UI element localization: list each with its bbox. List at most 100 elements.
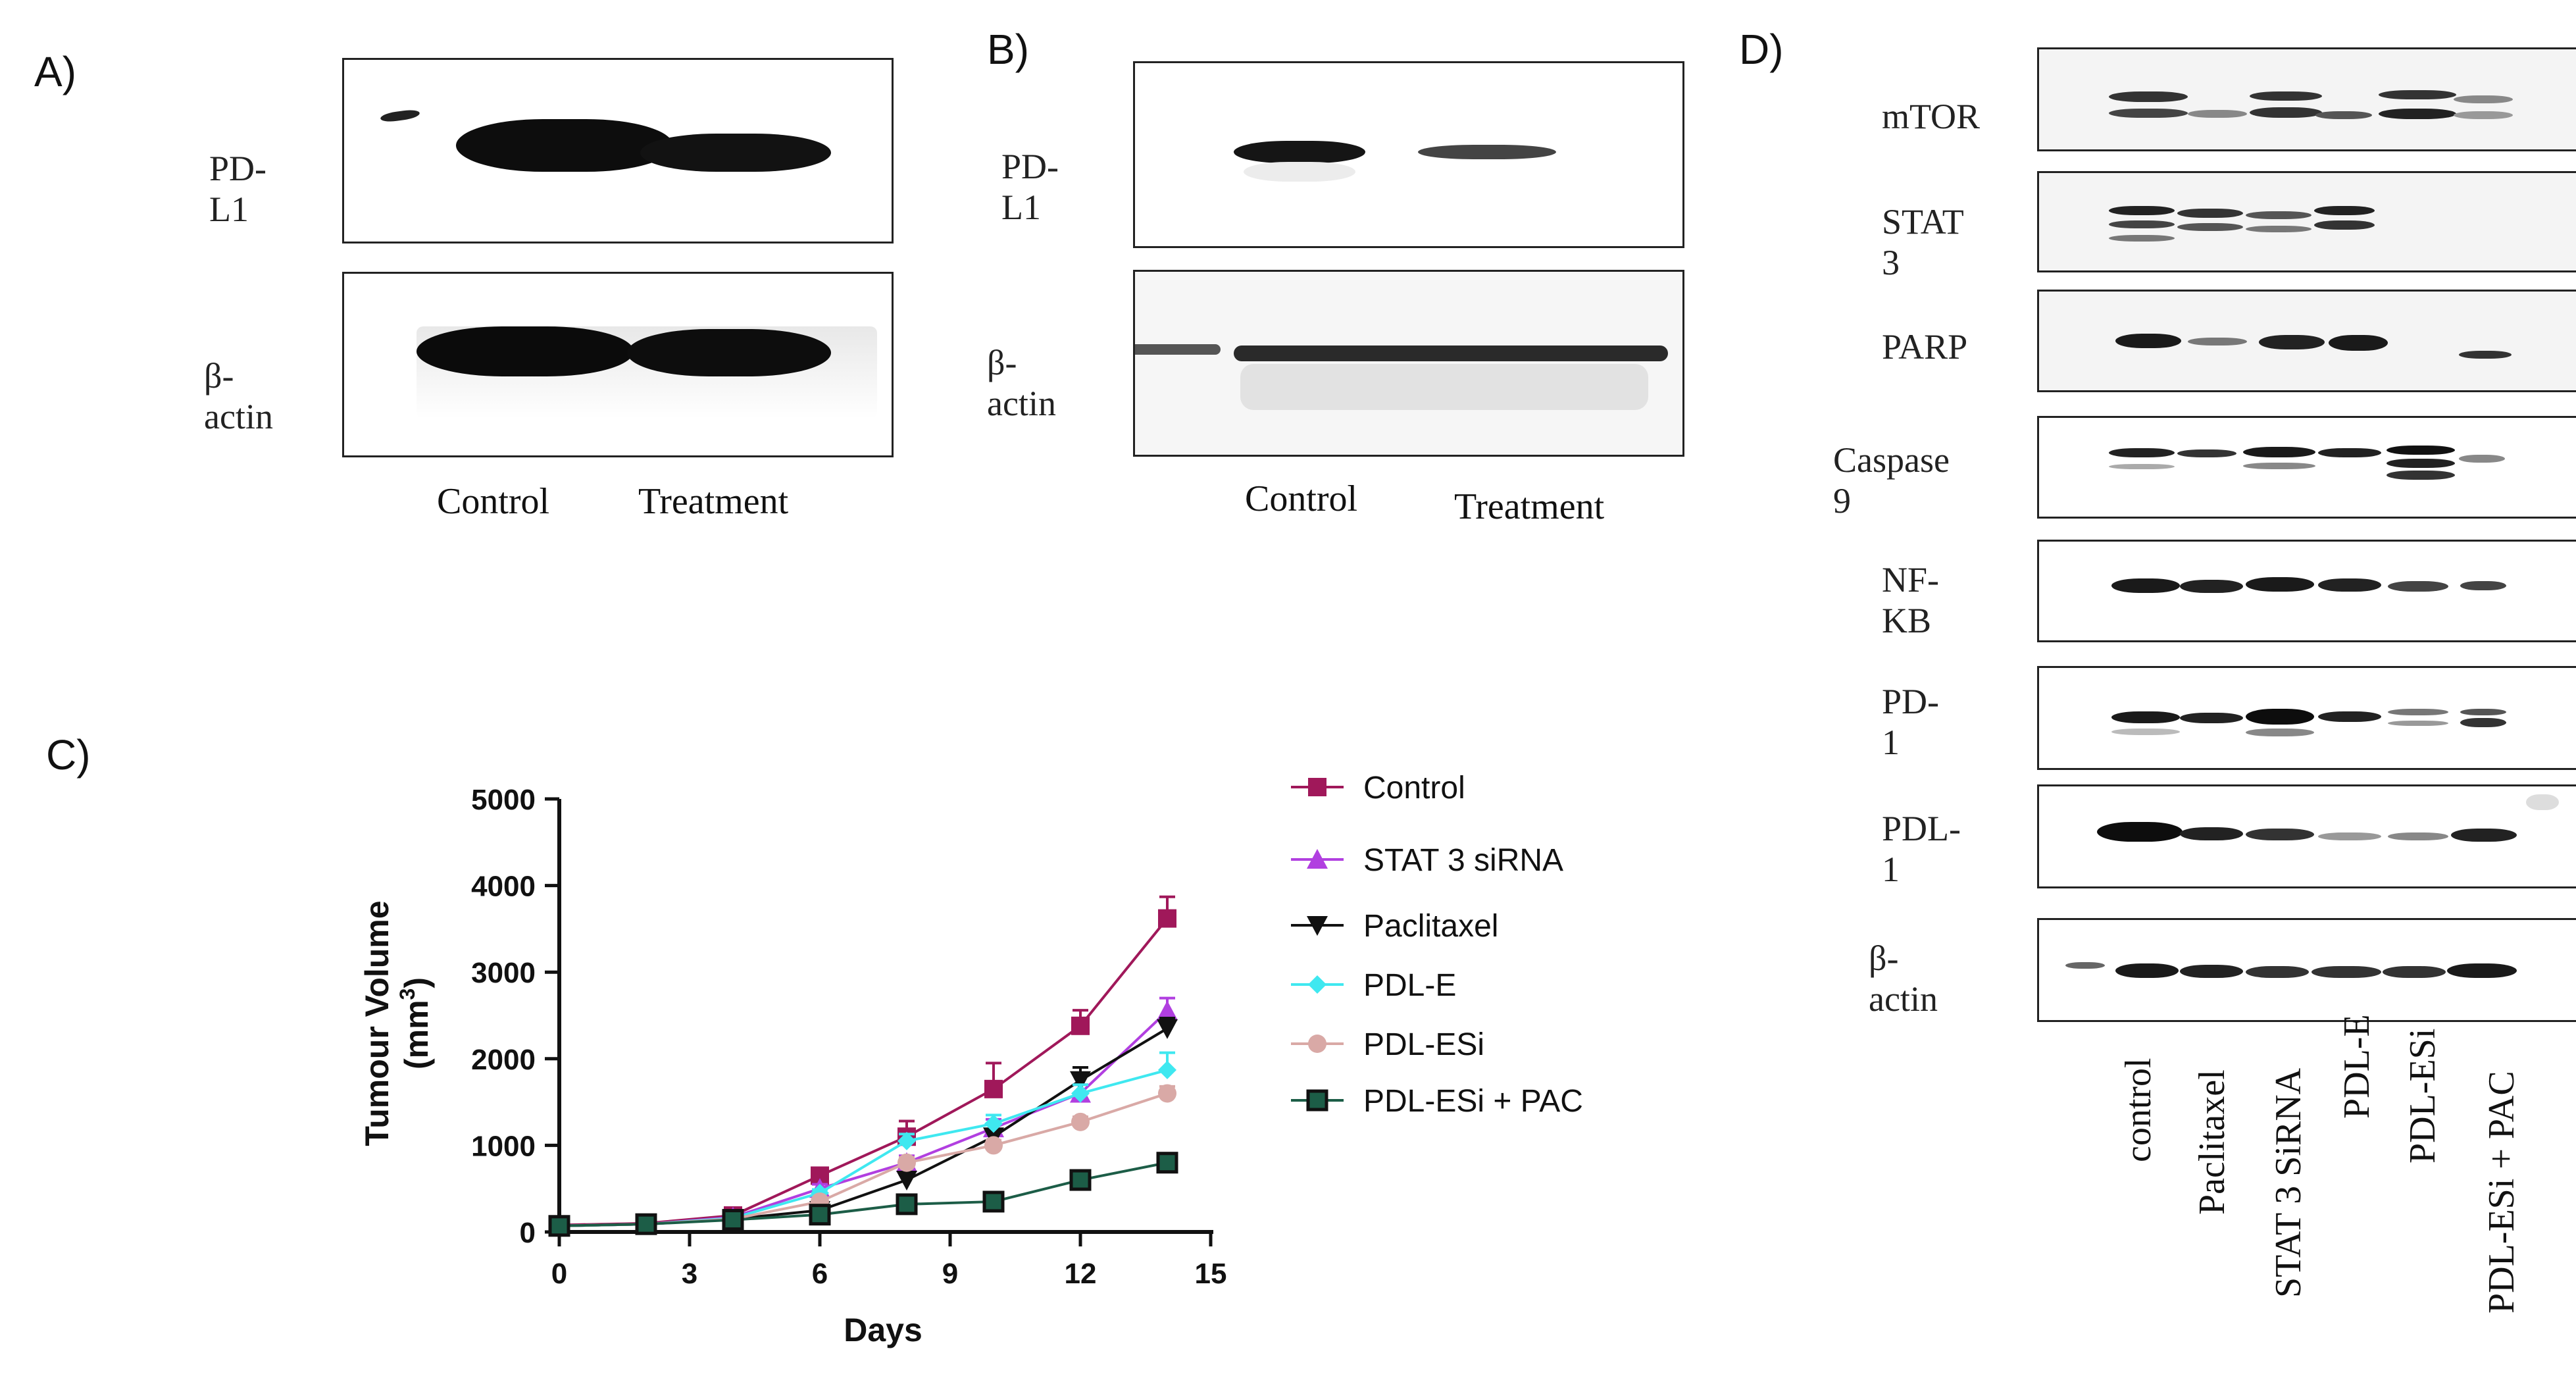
legend-swatch-marker bbox=[1307, 849, 1328, 869]
chart-series bbox=[548, 895, 1178, 1237]
panel-d-row-label-pdl1: PDL-1 bbox=[1882, 809, 1961, 889]
data-point bbox=[984, 1136, 1003, 1155]
y-axis-label: Tumour Volume bbox=[359, 900, 395, 1146]
panel-b-letter: B) bbox=[987, 26, 1029, 73]
series-pdl-esi bbox=[550, 1084, 1176, 1235]
legend-label: Paclitaxel bbox=[1363, 909, 1498, 944]
panel-d-blot-bactin bbox=[2037, 918, 2576, 1022]
legend-swatch-marker bbox=[1306, 1089, 1328, 1112]
legend-item: Control bbox=[1291, 771, 1465, 806]
x-tick-label: 9 bbox=[942, 1258, 958, 1290]
chart-legend: Control STAT 3 siRNA Paclitaxel PDL-E PDL-ES… bbox=[1291, 771, 1583, 1119]
data-point bbox=[897, 1131, 916, 1150]
panel-d-row-label-pd1: PD-1 bbox=[1882, 682, 1940, 762]
panel-d-blot-pd1 bbox=[2037, 666, 2576, 770]
y-tick-label: 0 bbox=[520, 1217, 536, 1249]
panel-a-letter: A) bbox=[34, 48, 76, 95]
data-point bbox=[809, 1204, 831, 1226]
data-point bbox=[1071, 1084, 1090, 1103]
legend-swatch-marker bbox=[1308, 1035, 1326, 1053]
panel-d-lane-paclitaxel: Paclitaxel bbox=[2192, 1069, 2233, 1215]
data-point bbox=[897, 1153, 916, 1172]
data-point bbox=[896, 1193, 918, 1216]
panel-a-row-label-pdl1: PD-L1 bbox=[209, 149, 267, 229]
panel-d-letter: D) bbox=[1739, 26, 1784, 73]
data-point bbox=[1071, 1112, 1090, 1131]
legend-item: PDL-ESi bbox=[1291, 1027, 1484, 1062]
x-tick-label: 6 bbox=[812, 1258, 828, 1290]
panel-b-lane-treatment: Treatment bbox=[1454, 486, 1605, 527]
x-tick-label: 0 bbox=[551, 1258, 567, 1290]
panel-d-lane-pdl-esi-pac: PDL-ESi + PAC bbox=[2481, 1071, 2522, 1314]
y-tick-label: 5000 bbox=[471, 784, 536, 816]
legend-swatch-marker bbox=[1308, 975, 1326, 994]
legend-item: PDL-ESi + PAC bbox=[1291, 1084, 1583, 1119]
x-axis-label: Days bbox=[844, 1312, 922, 1348]
panel-a-lane-treatment: Treatment bbox=[638, 481, 789, 522]
panel-d-blot-caspase9 bbox=[2037, 416, 2576, 519]
panel-b-blot-bactin bbox=[1133, 270, 1684, 457]
data-point bbox=[1158, 909, 1176, 928]
panel-a-blot-pdl1 bbox=[342, 58, 894, 243]
data-point bbox=[1158, 1084, 1176, 1103]
panel-d-row-label-parp: PARP bbox=[1882, 327, 1968, 367]
panel-d-row-label-bactin: β-actin bbox=[1869, 938, 1938, 1019]
panel-b-row-label-pdl1: PD-L1 bbox=[1001, 147, 1059, 227]
panel-d-lane-control: control bbox=[2118, 1058, 2159, 1162]
panel-d-row-label-stat3: STAT 3 bbox=[1882, 202, 1963, 282]
panel-a-lane-control: Control bbox=[437, 481, 550, 522]
panel-d-blot-mtor bbox=[2037, 47, 2576, 151]
data-point bbox=[1070, 1071, 1091, 1091]
panel-d-blot-parp bbox=[2037, 290, 2576, 392]
legend-label: STAT 3 siRNA bbox=[1363, 843, 1563, 878]
series-pdl-esi-pac bbox=[548, 1152, 1178, 1237]
panel-c-letter: C) bbox=[46, 731, 91, 779]
panel-d-lane-pdl-esi: PDL-ESi bbox=[2402, 1028, 2443, 1164]
y-tick-label: 3000 bbox=[471, 957, 536, 989]
panel-d-row-label-caspase9: Caspase 9 bbox=[1833, 440, 1950, 521]
panel-d-lane-pdl-e: PDL-E bbox=[2336, 1014, 2377, 1119]
panel-d-row-label-mtor: mTOR bbox=[1882, 97, 1981, 136]
legend-item: STAT 3 siRNA bbox=[1291, 843, 1563, 878]
panel-b-blot-pdl1 bbox=[1133, 61, 1684, 248]
panel-b-row-label-bactin: β-actin bbox=[987, 343, 1056, 423]
x-tick-label: 12 bbox=[1065, 1258, 1097, 1290]
data-point bbox=[1156, 1152, 1178, 1174]
data-point bbox=[984, 1114, 1003, 1133]
legend-label: PDL-ESi bbox=[1363, 1027, 1484, 1062]
panel-d-blot-nfkb bbox=[2037, 540, 2576, 642]
data-point bbox=[722, 1209, 744, 1231]
panel-a-row-label-bactin: β-actin bbox=[204, 356, 273, 436]
series-line bbox=[559, 1161, 1168, 1227]
data-point bbox=[984, 1079, 1003, 1098]
legend-swatch-marker bbox=[1308, 778, 1326, 796]
y-tick-label: 4000 bbox=[471, 871, 536, 903]
data-point bbox=[1157, 1019, 1178, 1039]
data-point bbox=[1069, 1169, 1092, 1191]
data-point bbox=[635, 1213, 657, 1235]
data-point bbox=[1157, 1000, 1178, 1021]
data-point bbox=[896, 1171, 917, 1191]
y-axis-unit: (mm3) bbox=[395, 977, 435, 1069]
legend-label: Control bbox=[1363, 771, 1465, 806]
panel-d-blot-pdl1 bbox=[2037, 784, 2576, 888]
legend-item: Paclitaxel bbox=[1291, 909, 1498, 944]
legend-label: PDL-ESi + PAC bbox=[1363, 1084, 1583, 1119]
panel-b-lane-control: Control bbox=[1245, 478, 1358, 519]
data-point bbox=[982, 1190, 1005, 1213]
series-line bbox=[559, 1092, 1168, 1227]
x-tick-label: 15 bbox=[1195, 1258, 1227, 1290]
legend-swatch-marker bbox=[1307, 916, 1328, 936]
panel-a-blot-bactin bbox=[342, 272, 894, 457]
data-point bbox=[1158, 1060, 1176, 1079]
data-point bbox=[548, 1215, 570, 1237]
chart-axes: 0 3 6 9 12 15 0 1000 2000 3000 4000 5000 bbox=[471, 784, 1226, 1290]
legend-label: PDL-E bbox=[1363, 968, 1456, 1003]
y-tick-label: 1000 bbox=[471, 1130, 536, 1162]
y-tick-label: 2000 bbox=[471, 1044, 536, 1076]
legend-item: PDL-E bbox=[1291, 968, 1456, 1003]
panel-d-blot-stat3 bbox=[2037, 171, 2576, 272]
panel-d-row-label-nfkb: NF-KB bbox=[1882, 560, 1940, 640]
data-point bbox=[1071, 1016, 1090, 1035]
